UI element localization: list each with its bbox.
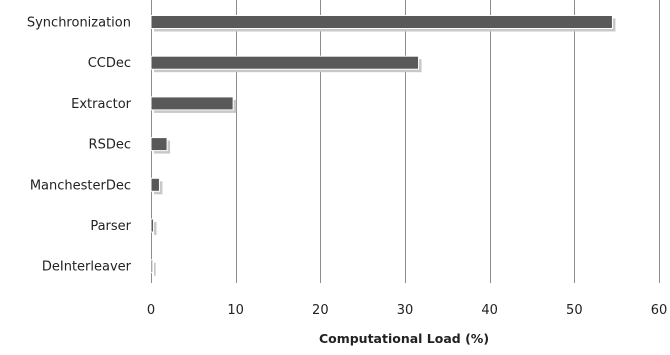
- x-axis-title: Computational Load (%): [319, 331, 489, 346]
- category-label-deinterleaver: DeInterleaver: [42, 260, 132, 275]
- x-tick-label-0: 0: [147, 303, 155, 318]
- bar-shadow-deinterleaver: [154, 262, 156, 276]
- bar-parser: [150, 218, 155, 233]
- x-tick-label-20: 20: [312, 303, 329, 318]
- category-label-rsdec: RSDec: [89, 138, 131, 153]
- x-tick-label-50: 50: [566, 303, 583, 318]
- bar-shadow-parser: [154, 222, 157, 235]
- category-label-extractor: Extractor: [71, 97, 132, 112]
- bar-rsdec: [150, 137, 168, 152]
- bar-ccdec: [150, 55, 420, 70]
- category-label-synchronization: Synchronization: [27, 16, 131, 31]
- category-label-manchesterdec: ManchesterDec: [30, 178, 131, 193]
- bar-manchesterdec: [150, 177, 160, 192]
- category-label-parser: Parser: [90, 219, 131, 234]
- bar-synchronization: [150, 15, 613, 29]
- x-tick-label-40: 40: [481, 303, 498, 318]
- x-tick-label-30: 30: [397, 303, 414, 318]
- x-tick-label-60: 60: [651, 303, 668, 318]
- category-label-ccdec: CCDec: [88, 56, 131, 71]
- grid-lines: [151, 0, 660, 283]
- x-axis-tick-labels: 0 10 20 30 40 50 60: [147, 303, 667, 318]
- x-tick-label-10: 10: [227, 303, 244, 318]
- category-labels: Synchronization CCDec Extractor RSDec Manche…: [27, 16, 132, 275]
- bars: [150, 15, 616, 276]
- bar-extractor: [150, 96, 234, 111]
- bar-deinterleaver: [150, 259, 154, 274]
